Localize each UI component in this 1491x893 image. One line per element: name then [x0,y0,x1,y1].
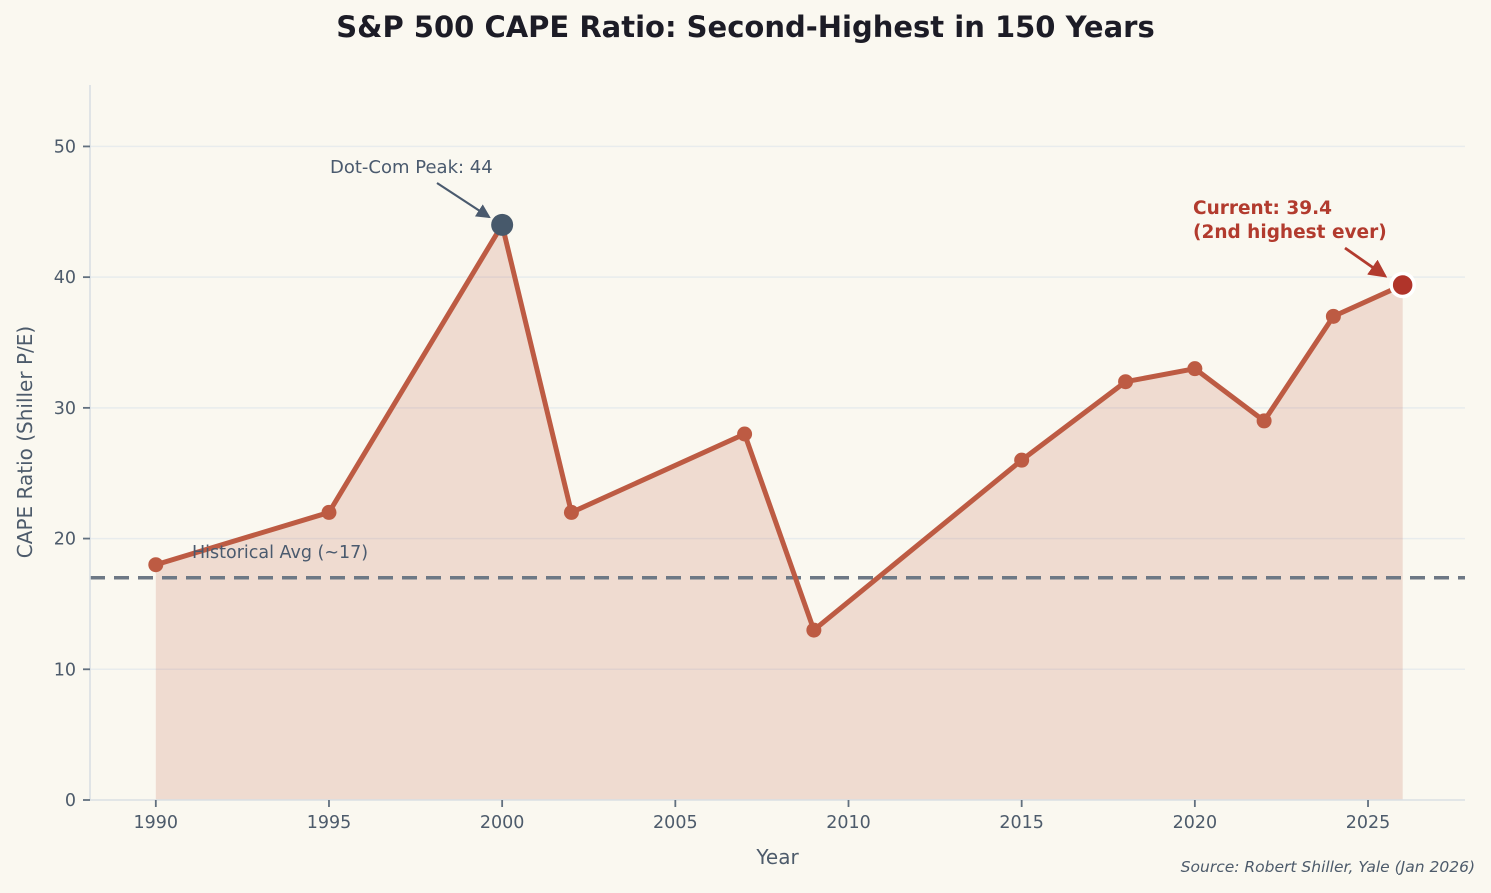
y-tick-label: 20 [54,530,76,550]
y-axis-label: CAPE Ratio (Shiller P/E) [13,325,37,559]
annotation-dotcom-peak: Dot-Com Peak: 44 [330,157,493,178]
annotation-arrow-current [1344,246,1388,278]
axes: 0 10 20 30 40 50 1990 1995 2000 2005 2010 2015 2020 2… [54,85,1465,833]
x-tick-label: 2010 [826,813,871,833]
y-tick-label: 30 [54,399,76,419]
x-tick-label: 1990 [134,813,179,833]
series-line [153,222,1406,633]
annotation-arrow-dotcom [436,182,491,219]
data-point-marker [1118,374,1134,390]
y-tick-label: 0 [65,791,76,811]
y-tick-label: 40 [54,268,76,288]
data-point-marker [148,557,164,573]
dotcom-peak-marker [491,213,514,236]
x-axis-label: Year [756,845,799,869]
x-tick-label: 2005 [653,813,698,833]
data-point-marker [1325,308,1341,324]
reference-line-label: Historical Avg (~17) [192,543,369,563]
chart-title: S&P 500 CAPE Ratio: Second-Highest in 15… [336,10,1155,44]
x-tick-label: 2025 [1346,813,1391,833]
data-point-marker [563,504,579,520]
annotation-current-line1: Current: 39.4 [1193,198,1333,219]
y-tick-label: 50 [54,137,76,157]
current-value-marker [1389,271,1416,299]
y-tick-label: 10 [54,660,76,680]
annotation-current: Current: 39.4 (2nd highest ever) [1193,197,1387,245]
data-point-marker [1256,413,1272,429]
data-point-marker [737,426,753,442]
area-fill [155,224,1403,800]
data-point-marker [806,622,822,638]
source-note: Source: Robert Shiller, Yale (Jan 2026) [1180,858,1475,876]
data-point-marker [1187,361,1203,377]
x-tick-label: 2015 [999,813,1044,833]
x-tick-label: 2000 [480,813,525,833]
data-point-marker [1014,452,1030,468]
data-point-marker [321,504,337,520]
data-point-markers [148,308,1341,638]
annotation-current-line2: (2nd highest ever) [1193,222,1387,243]
x-tick-label: 2020 [1173,813,1218,833]
grid-lines [90,145,1465,671]
x-tick-label: 1995 [307,813,352,833]
